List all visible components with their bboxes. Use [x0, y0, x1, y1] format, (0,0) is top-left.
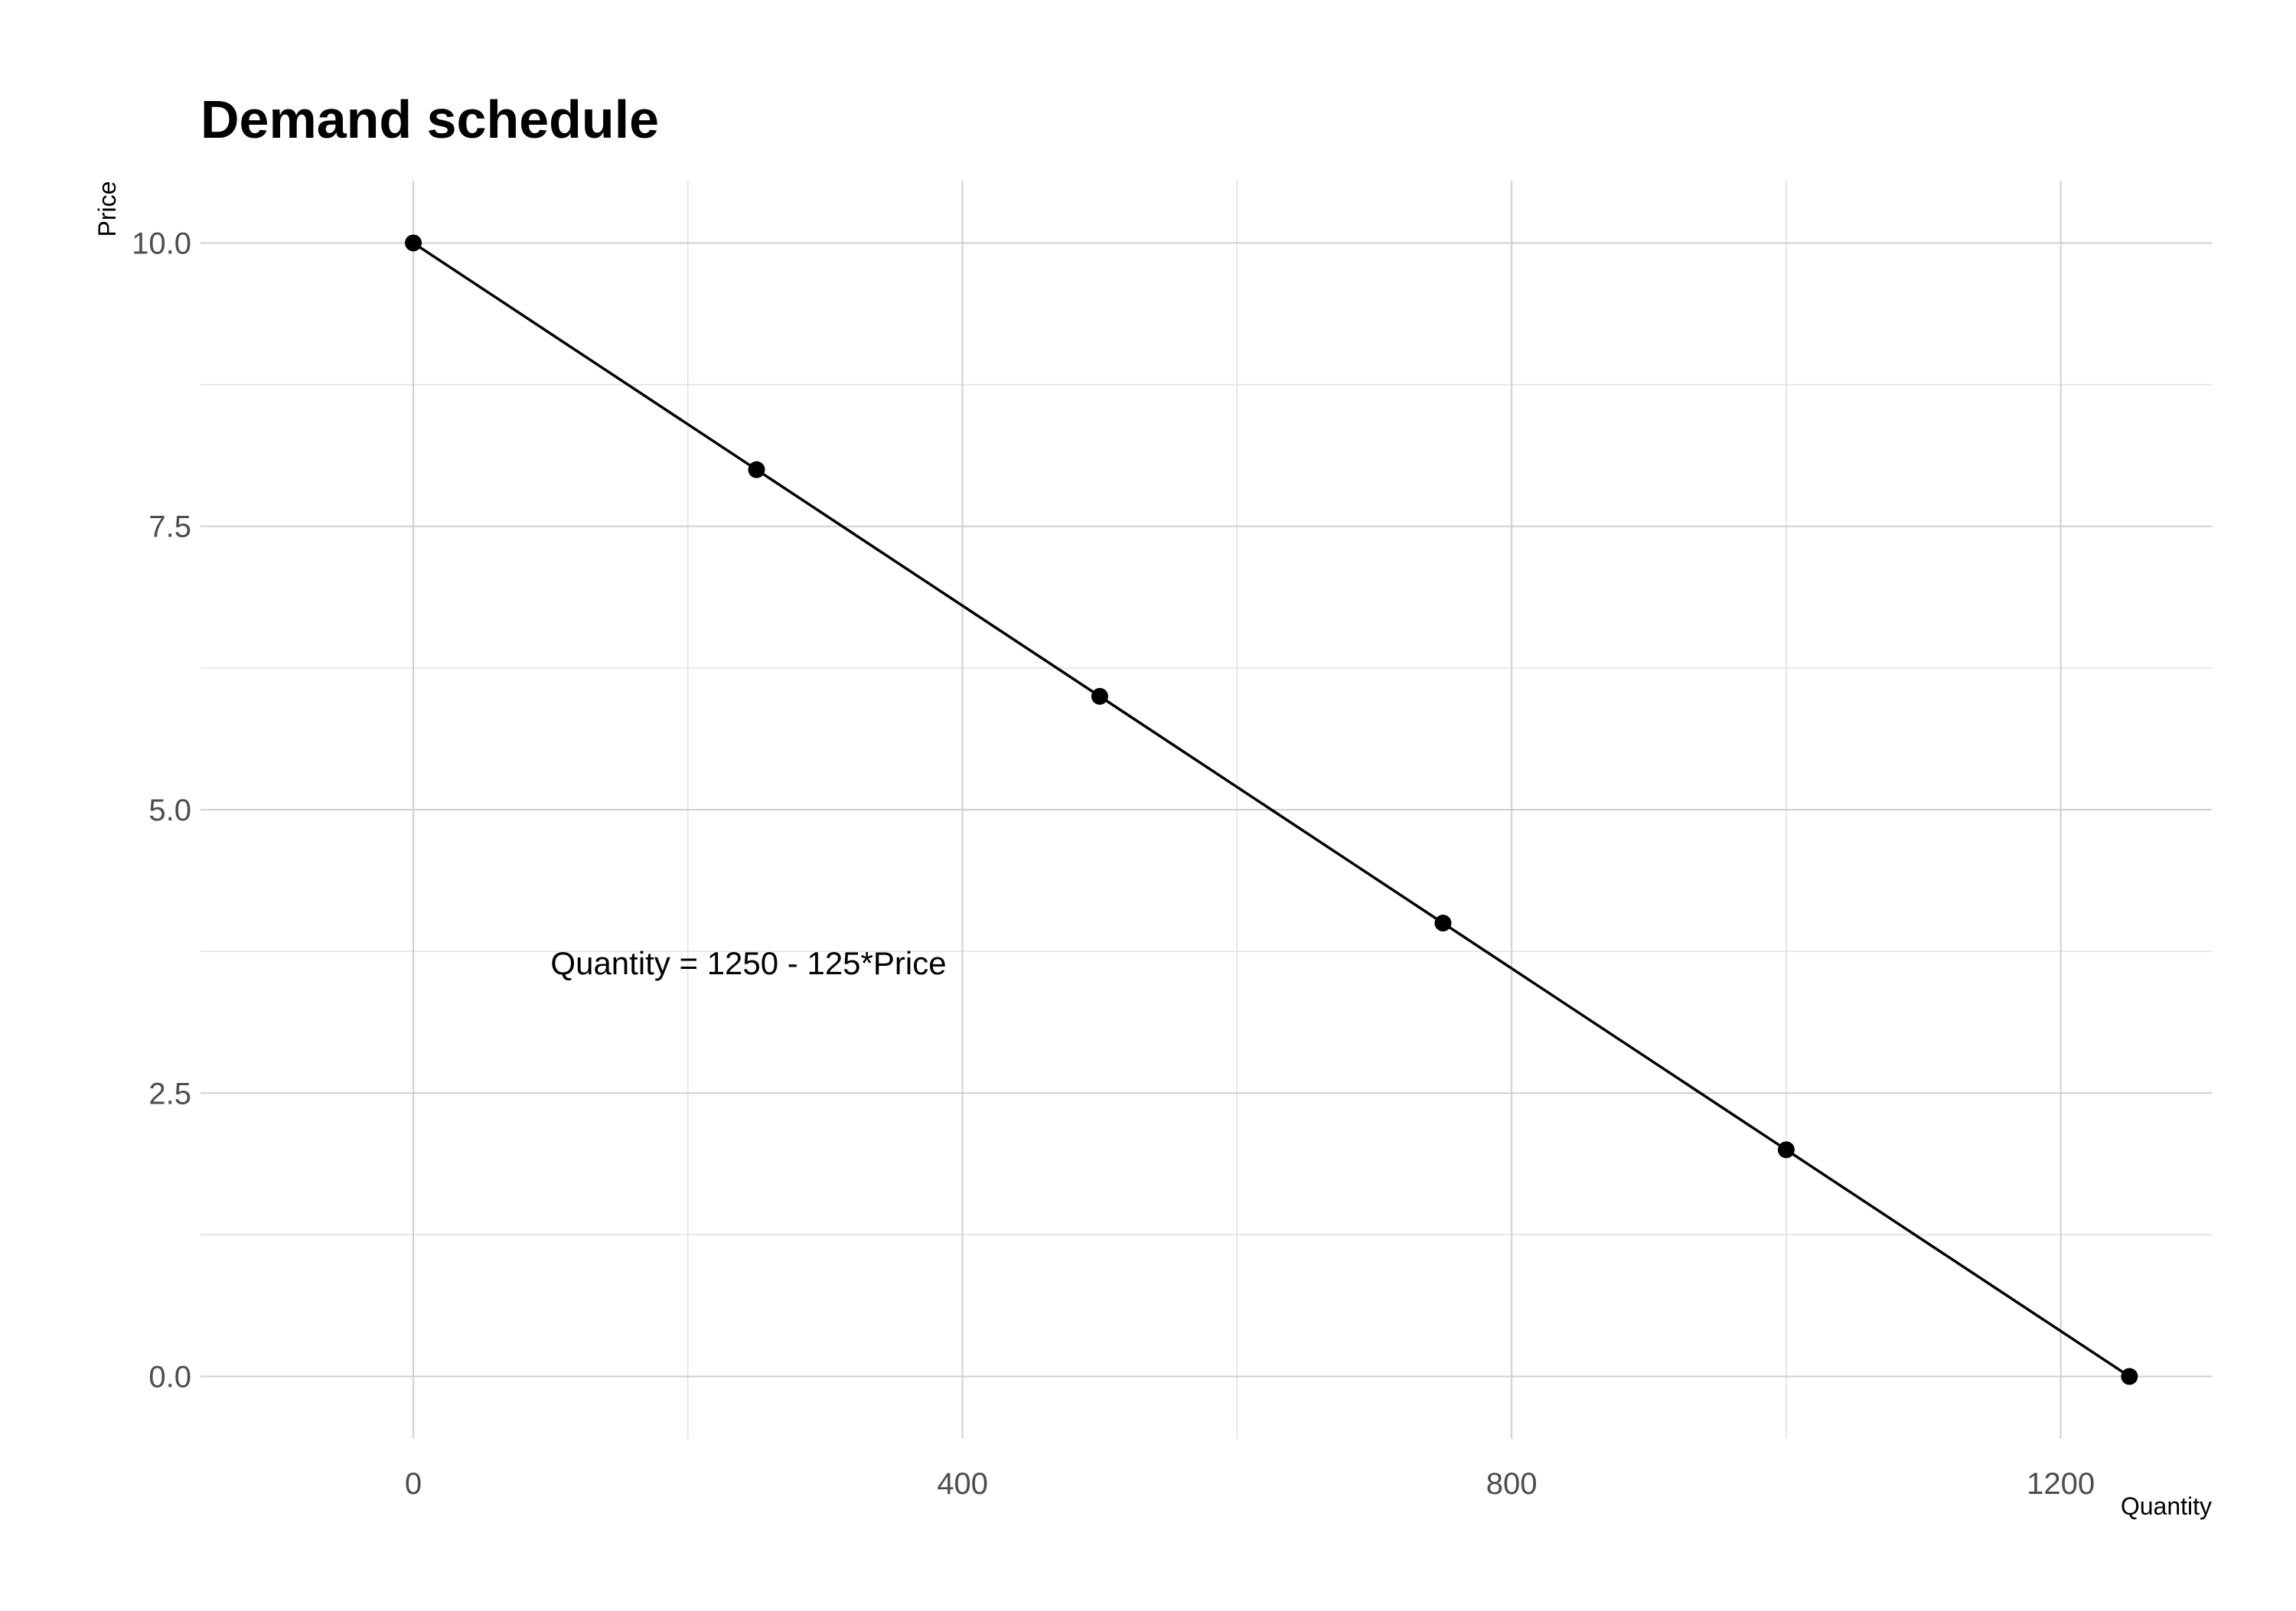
tick-labels: 0 400 800 1200 0.0 2.5 5.0 7.5 10.0: [132, 227, 2095, 1501]
chart-title: Demand schedule: [201, 90, 659, 149]
y-axis-title: Price: [93, 181, 121, 237]
x-tick-label: 0: [405, 1467, 422, 1501]
y-tick-label: 7.5: [148, 510, 191, 544]
y-tick-label: 5.0: [148, 794, 191, 827]
data-point: [1434, 915, 1452, 932]
grid: [201, 181, 2212, 1439]
y-tick-label: 10.0: [132, 227, 191, 260]
data-point: [1091, 687, 1108, 705]
x-tick-label: 400: [937, 1467, 988, 1501]
y-tick-label: 0.0: [148, 1361, 191, 1394]
x-tick-label: 1200: [2027, 1467, 2095, 1501]
x-axis-title: Quantity: [2121, 1492, 2212, 1520]
data-point: [748, 461, 765, 478]
series: [405, 234, 2138, 1385]
x-tick-label: 800: [1486, 1467, 1538, 1501]
equation-annotation: Quantity = 1250 - 125*Price: [550, 945, 946, 981]
data-point: [2121, 1368, 2138, 1385]
annotations: Quantity = 1250 - 125*Price: [550, 945, 946, 981]
data-point: [1777, 1141, 1795, 1159]
y-tick-label: 2.5: [148, 1077, 191, 1110]
data-point: [405, 234, 422, 252]
demand-line: [413, 241, 2131, 1378]
